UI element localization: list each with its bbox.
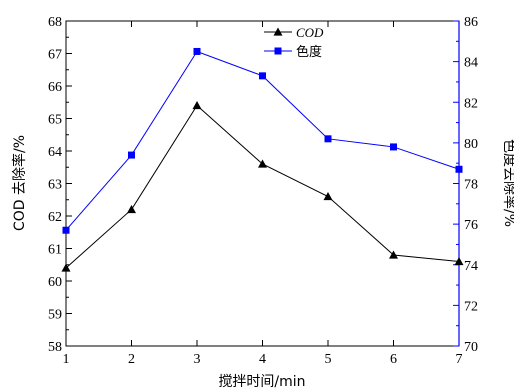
right-y-tick-label: 82 xyxy=(464,96,478,111)
data-point xyxy=(62,226,70,234)
left-y-tick-label: 64 xyxy=(48,145,62,160)
left-y-tick-label: 65 xyxy=(48,113,62,128)
data-point xyxy=(127,205,136,214)
left-y-tick-label: 68 xyxy=(48,15,62,30)
left-y-tick-label: 66 xyxy=(48,80,62,95)
right-y-tick-label: 78 xyxy=(464,178,478,193)
right-y-tick-label: 72 xyxy=(464,299,478,314)
data-point xyxy=(324,135,332,143)
series-layer xyxy=(61,47,464,272)
axes-layer: 1 2 3 4 5 6 7585960616263646566676870727476788… xyxy=(48,15,478,367)
left-y-tick-label: 62 xyxy=(48,210,62,225)
left-axis-title: COD 去除率/% xyxy=(11,135,28,231)
left-y-tick-label: 63 xyxy=(48,178,62,193)
left-y-tick-label: 60 xyxy=(48,275,62,290)
data-point xyxy=(259,72,266,80)
data-point xyxy=(128,151,135,159)
x-tick-label: 1 xyxy=(63,352,70,367)
data-point xyxy=(390,143,397,151)
legend-swatch-marker xyxy=(274,47,282,55)
series-色度 xyxy=(62,47,463,234)
right-y-tick-label: 74 xyxy=(464,259,478,274)
x-tick-label: 7 xyxy=(456,352,463,367)
data-point xyxy=(258,159,267,168)
data-point xyxy=(61,263,71,272)
right-y-tick-label: 80 xyxy=(464,137,478,152)
x-tick-label: 3 xyxy=(194,352,201,367)
legend-swatch-marker xyxy=(273,27,283,36)
right-y-tick-label: 84 xyxy=(464,56,478,71)
data-point xyxy=(454,257,464,266)
legend: COD 色度 xyxy=(264,25,324,59)
x-tick-label: 5 xyxy=(325,352,332,367)
plot-frame xyxy=(65,20,460,347)
data-point xyxy=(323,192,333,201)
x-axis-title: 搅拌时间/min xyxy=(218,374,305,390)
legend-label: 色度 xyxy=(296,44,322,59)
right-y-tick-label: 86 xyxy=(464,15,478,30)
data-point xyxy=(455,165,463,173)
left-y-tick-label: 61 xyxy=(48,243,62,258)
x-tick-label: 2 xyxy=(128,352,135,367)
legend-item: 色度 xyxy=(264,44,322,59)
left-y-tick-label: 58 xyxy=(48,340,62,355)
legend-item: COD xyxy=(264,25,324,40)
series-line xyxy=(65,104,460,269)
x-tick-label: 6 xyxy=(390,352,397,367)
series-COD xyxy=(61,101,464,272)
left-y-tick-label: 67 xyxy=(48,48,62,63)
right-axis-title: 色度去除率/% xyxy=(501,139,514,227)
data-point xyxy=(389,250,398,259)
data-point xyxy=(193,47,201,55)
left-y-tick-label: 59 xyxy=(48,308,62,323)
right-y-tick-label: 76 xyxy=(464,218,478,233)
data-point xyxy=(192,101,202,110)
right-y-tick-label: 70 xyxy=(464,340,478,355)
legend-label: COD xyxy=(296,25,324,40)
x-tick-label: 4 xyxy=(259,352,266,367)
